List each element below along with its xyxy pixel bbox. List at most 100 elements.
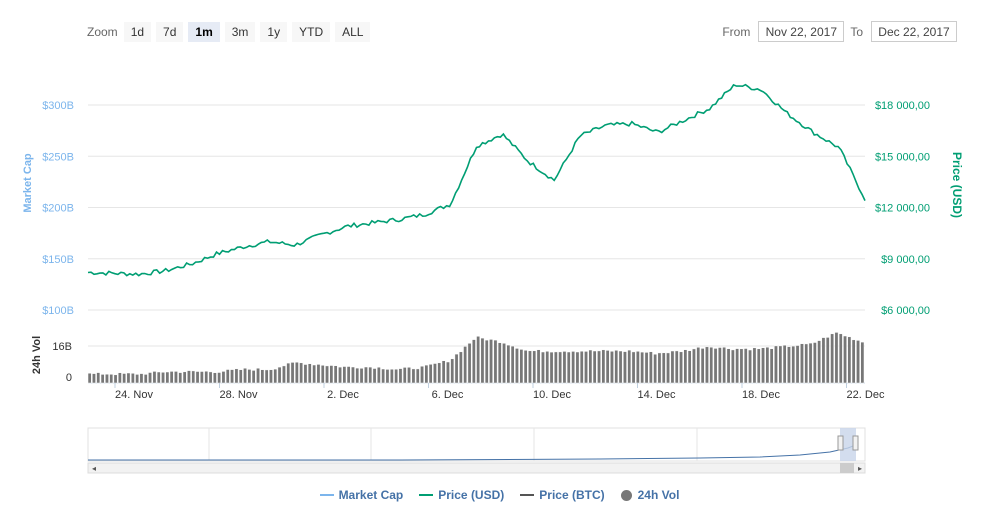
legend: Market Cap Price (USD) Price (BTC) 24h V…	[0, 488, 999, 502]
price-usd-series-line	[87, 83, 866, 277]
volume-bar	[787, 346, 791, 384]
volume-bar	[359, 368, 364, 384]
volume-bar	[640, 351, 645, 384]
volume-bar	[532, 350, 537, 384]
legend-price-btc[interactable]: Price (BTC)	[520, 488, 605, 502]
volume-bar	[463, 346, 468, 384]
volume-bar	[666, 352, 670, 384]
volume-bar	[355, 367, 360, 384]
legend-market-cap[interactable]: Market Cap	[319, 488, 403, 502]
volume-bar	[117, 372, 122, 384]
volume-bar	[566, 351, 571, 384]
volume-bar	[696, 347, 701, 384]
volume-bar	[800, 343, 804, 384]
volume-bar	[644, 352, 649, 384]
volume-bar	[843, 335, 847, 384]
volume-bar	[312, 364, 317, 384]
volume-bar	[402, 367, 407, 384]
zoom-ytd-button[interactable]: YTD	[292, 22, 331, 42]
volume-bar	[135, 374, 140, 384]
volume-bar	[165, 371, 170, 384]
legend-price-usd[interactable]: Price (USD)	[419, 488, 504, 502]
volume-bar	[489, 339, 493, 384]
to-label: To	[850, 24, 863, 39]
volume-bar	[87, 372, 92, 384]
volume-bar	[674, 350, 679, 384]
volume-bar	[705, 346, 709, 384]
from-date-input[interactable]	[758, 21, 845, 42]
volume-bar	[713, 348, 718, 384]
volume-bar	[385, 369, 390, 384]
volume-bar	[105, 373, 109, 384]
volume-bar	[523, 350, 528, 384]
volume-bar	[282, 365, 286, 384]
navigator-right-handle	[852, 435, 859, 451]
volume-bar	[294, 361, 299, 384]
volume-bar	[670, 350, 675, 384]
volume-bar	[178, 372, 183, 384]
volume-bar	[592, 350, 597, 384]
volume-bar	[467, 343, 472, 384]
volume-bar	[748, 349, 752, 384]
volume-bar	[821, 337, 826, 384]
volume-bar	[825, 337, 830, 384]
scroll-right-arrow: ▸	[858, 464, 862, 473]
volume-bar	[174, 371, 178, 384]
to-date-input[interactable]	[871, 21, 957, 42]
zoom-bar: Zoom 1d 7d 1m 3m 1y YTD ALL	[87, 22, 375, 42]
navigator: ◂ ▸	[87, 427, 866, 474]
left-axis-tick: $300B	[42, 100, 74, 112]
volume-bar	[191, 370, 196, 384]
scrollbar-thumb	[840, 463, 854, 473]
volume-bar	[541, 351, 545, 384]
volume-bar	[182, 371, 187, 384]
x-axis-tick: 10. Dec	[533, 389, 571, 401]
volume-bar	[260, 369, 265, 384]
zoom-7d-button[interactable]: 7d	[156, 22, 184, 42]
volume-bar	[765, 346, 770, 384]
volume-bar	[169, 371, 174, 384]
zoom-all-button[interactable]: ALL	[335, 22, 371, 42]
right-axis-title: Price (USD)	[950, 152, 964, 218]
volume-bar	[364, 366, 368, 384]
legend-24h-vol[interactable]: 24h Vol	[620, 488, 679, 502]
volume-bar	[834, 332, 839, 384]
volume-bar	[687, 350, 692, 384]
volume-bar	[761, 347, 765, 384]
volume-bar	[247, 369, 252, 384]
volume-bar	[234, 368, 239, 384]
volume-bar	[441, 360, 446, 384]
zoom-1y-button[interactable]: 1y	[260, 22, 288, 42]
volume-bar	[156, 371, 161, 384]
volume-bar	[804, 343, 809, 384]
volume-bar	[130, 373, 135, 384]
volume-bar	[446, 361, 450, 384]
x-axis-tick: 14. Dec	[638, 389, 676, 401]
volume-bar	[243, 367, 247, 384]
volume-bar	[126, 372, 131, 384]
navigator-left-handle	[837, 435, 844, 451]
volume-bar	[830, 333, 835, 384]
volume-bar	[256, 367, 260, 384]
zoom-3m-button[interactable]: 3m	[224, 22, 256, 42]
volume-bar	[752, 347, 757, 384]
volume-bar	[605, 350, 610, 384]
zoom-1m-button[interactable]: 1m	[188, 22, 220, 42]
volume-bar	[96, 372, 101, 384]
volume-bar	[812, 342, 817, 384]
zoom-1d-button[interactable]: 1d	[123, 22, 152, 42]
volume-bar	[161, 372, 165, 384]
volume-bar	[139, 373, 144, 384]
volume-bar	[700, 348, 705, 384]
volume-bar	[774, 345, 778, 384]
volume-bar	[398, 368, 403, 384]
x-axis-tick: 24. Nov	[115, 389, 153, 401]
volume-bar	[497, 342, 502, 384]
volume-bar	[739, 348, 744, 384]
volume-bar	[657, 352, 662, 384]
volume-bar	[730, 349, 735, 384]
volume-bar	[338, 366, 342, 384]
right-axis-tick: $12 000,00	[875, 203, 930, 215]
navigator-frame	[87, 427, 866, 462]
